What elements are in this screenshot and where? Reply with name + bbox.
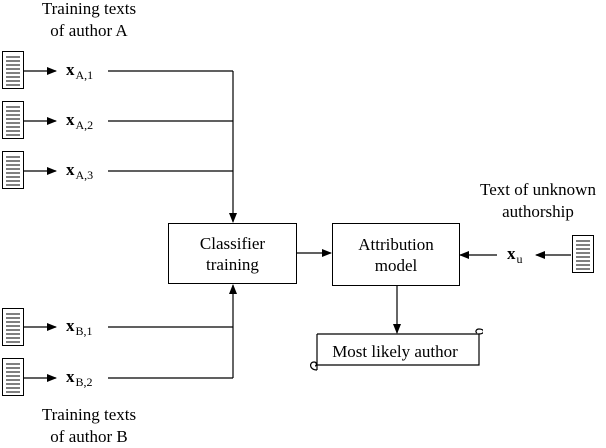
document-icon bbox=[2, 151, 24, 189]
most-likely-author-scroll: Most likely author bbox=[307, 328, 483, 376]
feature-vector-a2: xA,2 bbox=[66, 110, 93, 135]
classifier-training-line1: Classifier bbox=[199, 233, 266, 253]
most-likely-author-label: Most likely author bbox=[332, 342, 458, 361]
document-icon bbox=[2, 358, 24, 396]
classifier-training-line2: training bbox=[206, 254, 259, 274]
caption-author-b-line2: of author B bbox=[50, 427, 128, 446]
caption-unknown-authorship: Text of unknown authorship bbox=[468, 179, 606, 223]
caption-author-a-line1: Training texts bbox=[41, 0, 137, 18]
feature-vector-u: xu bbox=[507, 244, 523, 269]
attribution-model-line2: model bbox=[374, 255, 418, 275]
feature-b2-subscript: B,2 bbox=[75, 375, 93, 389]
caption-training-texts-b: Training texts of author B bbox=[14, 404, 164, 448]
feature-vector-a1: xA,1 bbox=[66, 60, 93, 85]
feature-a2-symbol: x bbox=[66, 110, 75, 129]
feature-a2-subscript: A,2 bbox=[75, 118, 94, 132]
caption-author-b-line1: Training texts bbox=[41, 405, 137, 424]
attribution-model-line1: Attribution bbox=[358, 234, 434, 254]
document-icon bbox=[572, 235, 594, 273]
feature-vector-b2: xB,2 bbox=[66, 367, 93, 392]
feature-vector-a3: xA,3 bbox=[66, 160, 93, 185]
feature-b1-symbol: x bbox=[66, 316, 75, 335]
feature-b1-subscript: B,1 bbox=[75, 324, 93, 338]
feature-a3-symbol: x bbox=[66, 160, 75, 179]
document-icon bbox=[2, 101, 24, 139]
classifier-training-box: Classifier training bbox=[168, 223, 297, 284]
caption-unknown-line1: Text of unknown bbox=[480, 180, 596, 199]
feature-a3-subscript: A,3 bbox=[75, 168, 94, 182]
scroll-shape bbox=[310, 328, 483, 371]
feature-vector-b1: xB,1 bbox=[66, 316, 93, 341]
feature-a1-subscript: A,1 bbox=[75, 68, 94, 82]
feature-b2-symbol: x bbox=[66, 367, 75, 386]
document-icon bbox=[2, 51, 24, 89]
feature-u-symbol: x bbox=[507, 244, 516, 263]
attribution-model-box: Attribution model bbox=[332, 223, 460, 286]
document-icon bbox=[2, 308, 24, 346]
caption-unknown-line2: authorship bbox=[502, 202, 574, 221]
caption-author-a-line2: of author A bbox=[50, 21, 128, 40]
feature-u-subscript: u bbox=[516, 252, 523, 266]
caption-training-texts-a: Training texts of author A bbox=[14, 0, 164, 42]
feature-a1-symbol: x bbox=[66, 60, 75, 79]
